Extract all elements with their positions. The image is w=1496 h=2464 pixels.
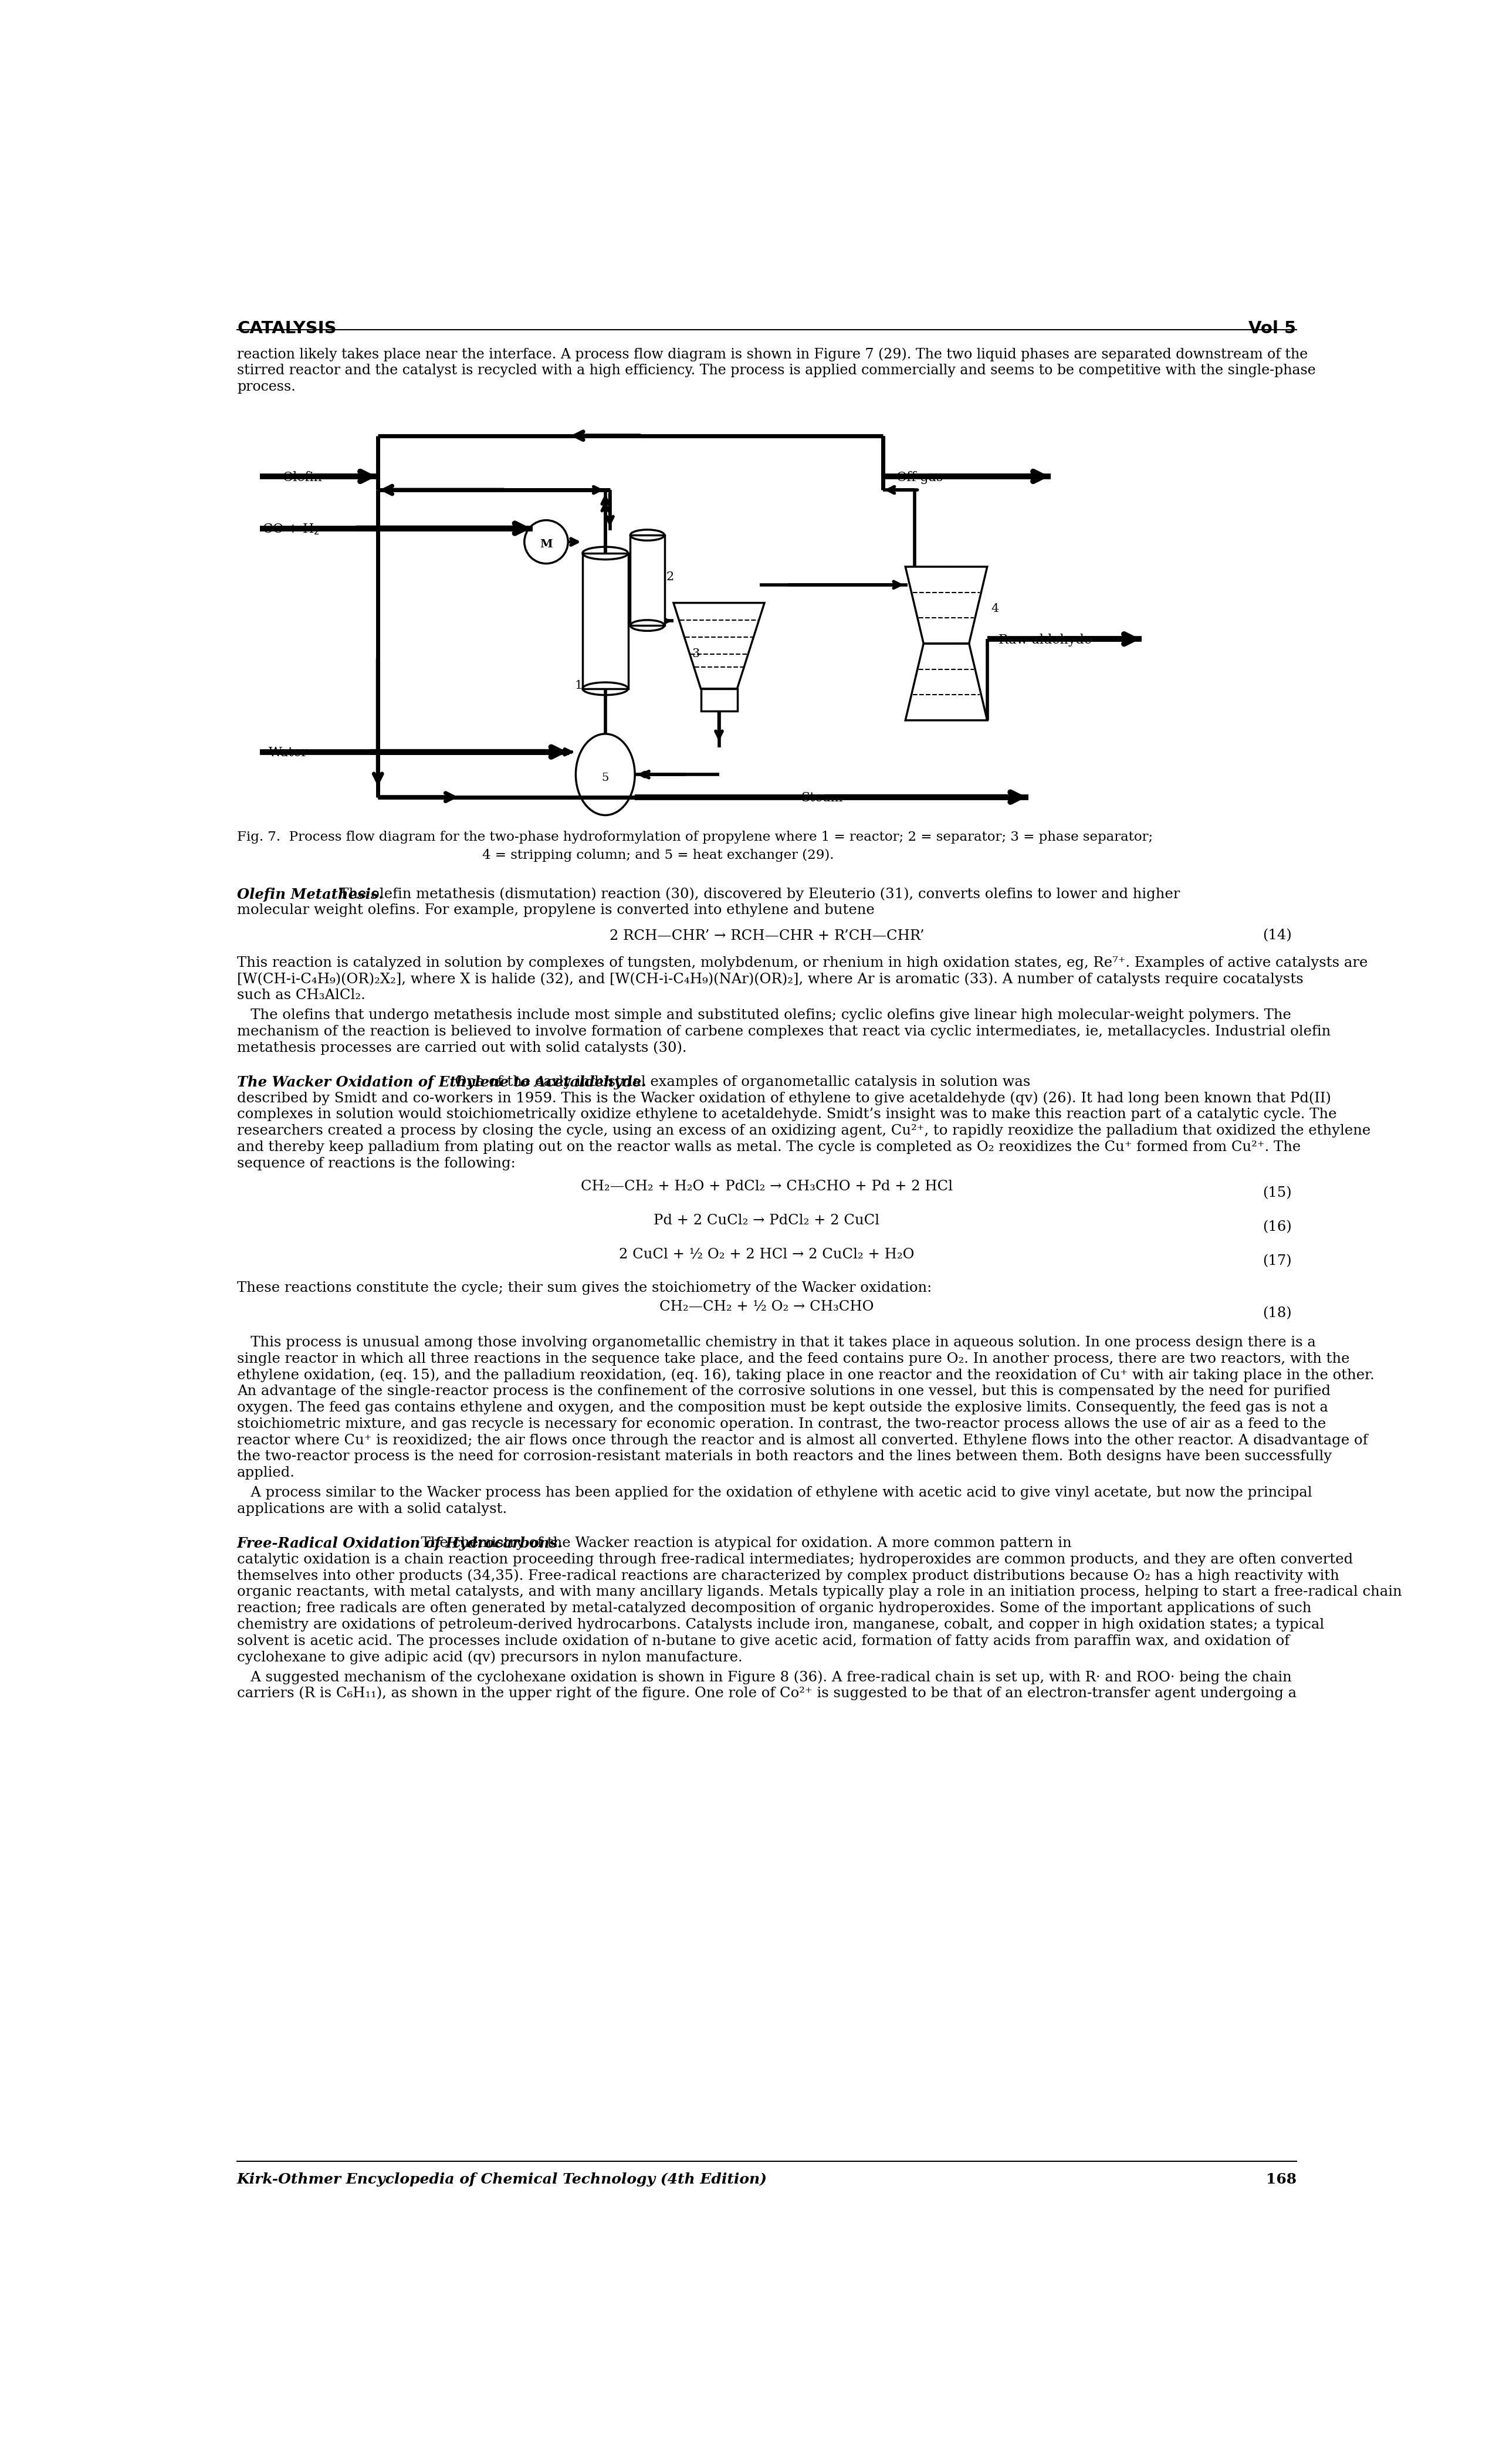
Text: One of the early industrial examples of organometallic catalysis in solution was: One of the early industrial examples of …: [446, 1074, 1031, 1089]
Text: reactor where Cu⁺ is reoxidized; the air flows once through the reactor and is a: reactor where Cu⁺ is reoxidized; the air…: [236, 1434, 1367, 1446]
Text: This process is unusual among those involving organometallic chemistry in that i: This process is unusual among those invo…: [236, 1335, 1316, 1350]
Text: chemistry are oxidations of petroleum-derived hydrocarbons. Catalysts include ir: chemistry are oxidations of petroleum-de…: [236, 1619, 1324, 1631]
Text: (16): (16): [1263, 1220, 1293, 1234]
Text: researchers created a process by closing the cycle, using an excess of an oxidiz: researchers created a process by closing…: [236, 1124, 1370, 1138]
Text: Pd + 2 CuCl₂ → PdCl₂ + 2 CuCl: Pd + 2 CuCl₂ → PdCl₂ + 2 CuCl: [654, 1215, 880, 1227]
Text: sequence of reactions is the following:: sequence of reactions is the following:: [236, 1156, 516, 1170]
Text: applications are with a solid catalyst.: applications are with a solid catalyst.: [236, 1503, 507, 1515]
Text: Off-gas: Off-gas: [896, 471, 944, 483]
Text: stirred reactor and the catalyst is recycled with a high efficiency. The process: stirred reactor and the catalyst is recy…: [236, 365, 1316, 377]
Text: 1: 1: [574, 680, 582, 690]
Text: Olefin: Olefin: [283, 471, 322, 483]
Text: An advantage of the single-reactor process is the confinement of the corrosive s: An advantage of the single-reactor proce…: [236, 1385, 1330, 1397]
Text: A process similar to the Wacker process has been applied for the oxidation of et: A process similar to the Wacker process …: [236, 1486, 1312, 1501]
Text: oxygen. The feed gas contains ethylene and oxygen, and the composition must be k: oxygen. The feed gas contains ethylene a…: [236, 1402, 1328, 1414]
Text: stoichiometric mixture, and gas recycle is necessary for economic operation. In : stoichiometric mixture, and gas recycle …: [236, 1417, 1325, 1432]
Text: Steam: Steam: [800, 791, 842, 806]
FancyBboxPatch shape: [630, 535, 664, 626]
Text: CH₂—CH₂ + ½ O₂ → CH₃CHO: CH₂—CH₂ + ½ O₂ → CH₃CHO: [660, 1301, 874, 1313]
Text: molecular weight olefins. For example, propylene is converted into ethylene and : molecular weight olefins. For example, p…: [236, 904, 875, 917]
Text: mechanism of the reaction is believed to involve formation of carbene complexes : mechanism of the reaction is believed to…: [236, 1025, 1331, 1037]
Text: single reactor in which all three reactions in the sequence take place, and the : single reactor in which all three reacti…: [236, 1353, 1349, 1365]
FancyBboxPatch shape: [700, 687, 738, 712]
Text: Raw aldehyde: Raw aldehyde: [999, 633, 1092, 646]
Text: Kirk-Othmer Encyclopedia of Chemical Technology (4th Edition): Kirk-Othmer Encyclopedia of Chemical Tec…: [236, 2173, 767, 2186]
FancyBboxPatch shape: [582, 554, 628, 687]
Text: ethylene oxidation, (eq. 15), and the palladium reoxidation, (eq. 16), taking pl: ethylene oxidation, (eq. 15), and the pa…: [236, 1368, 1375, 1382]
Text: 2: 2: [666, 572, 675, 582]
Text: (18): (18): [1263, 1306, 1293, 1321]
Text: 2 RCH—CHR’ → RCH—CHR + R’CH—CHR’: 2 RCH—CHR’ → RCH—CHR + R’CH—CHR’: [609, 929, 925, 944]
Text: solvent is acetic acid. The processes include oxidation of n-butane to give acet: solvent is acetic acid. The processes in…: [236, 1634, 1290, 1648]
Text: complexes in solution would stoichiometrically oxidize ethylene to acetaldehyde.: complexes in solution would stoichiometr…: [236, 1109, 1337, 1121]
Text: Water: Water: [269, 747, 308, 759]
Text: described by Smidt and co-workers in 1959. This is the Wacker oxidation of ethyl: described by Smidt and co-workers in 195…: [236, 1092, 1331, 1106]
Text: reaction; free radicals are often generated by metal-catalyzed decomposition of : reaction; free radicals are often genera…: [236, 1602, 1312, 1614]
Text: (15): (15): [1263, 1188, 1293, 1200]
Text: [W(CH-i-C₄H₉)(OR)₂X₂], where X is halide (32), and [W(CH-i-C₄H₉)(NAr)(OR)₂], whe: [W(CH-i-C₄H₉)(OR)₂X₂], where X is halide…: [236, 973, 1303, 986]
Text: The olefin metathesis (dismutation) reaction (30), discovered by Eleuterio (31),: The olefin metathesis (dismutation) reac…: [326, 887, 1180, 902]
Text: M: M: [540, 540, 552, 549]
Text: 3: 3: [691, 648, 700, 660]
Text: cyclohexane to give adipic acid (qv) precursors in nylon manufacture.: cyclohexane to give adipic acid (qv) pre…: [236, 1651, 742, 1663]
Text: the two-reactor process is the need for corrosion-resistant materials in both re: the two-reactor process is the need for …: [236, 1449, 1331, 1464]
Text: 2 CuCl + ½ O₂ + 2 HCl → 2 CuCl₂ + H₂O: 2 CuCl + ½ O₂ + 2 HCl → 2 CuCl₂ + H₂O: [619, 1247, 914, 1262]
Text: CATALYSIS: CATALYSIS: [236, 320, 337, 338]
Text: This reaction is catalyzed in solution by complexes of tungsten, molybdenum, or : This reaction is catalyzed in solution b…: [236, 956, 1367, 971]
Text: themselves into other products (34,35). Free-radical reactions are characterized: themselves into other products (34,35). …: [236, 1570, 1339, 1582]
Text: The Wacker Oxidation of Ethylene to Acetaldehyde.: The Wacker Oxidation of Ethylene to Acet…: [236, 1074, 646, 1089]
Text: reaction likely takes place near the interface. A process flow diagram is shown : reaction likely takes place near the int…: [236, 347, 1308, 362]
Text: A suggested mechanism of the cyclohexane oxidation is shown in Figure 8 (36). A : A suggested mechanism of the cyclohexane…: [236, 1671, 1291, 1683]
Text: (17): (17): [1263, 1254, 1293, 1269]
Text: metathesis processes are carried out with solid catalysts (30).: metathesis processes are carried out wit…: [236, 1040, 687, 1055]
Text: Fig. 7.  Process flow diagram for the two-phase hydroformylation of propylene wh: Fig. 7. Process flow diagram for the two…: [236, 830, 1153, 843]
Text: 4 = stripping column; and 5 = heat exchanger (29).: 4 = stripping column; and 5 = heat excha…: [483, 850, 835, 862]
Text: (14): (14): [1263, 929, 1293, 944]
Text: 168: 168: [1266, 2173, 1297, 2186]
Text: carriers (R is C₆H₁₁), as shown in the upper right of the figure. One role of Co: carriers (R is C₆H₁₁), as shown in the u…: [236, 1685, 1297, 1700]
Text: catalytic oxidation is a chain reaction proceeding through free-radical intermed: catalytic oxidation is a chain reaction …: [236, 1552, 1352, 1567]
Text: These reactions constitute the cycle; their sum gives the stoichiometry of the W: These reactions constitute the cycle; th…: [236, 1281, 932, 1296]
Text: Olefin Metathesis.: Olefin Metathesis.: [236, 887, 383, 902]
Text: Free-Radical Oxidation of Hydrocarbons.: Free-Radical Oxidation of Hydrocarbons.: [236, 1538, 562, 1550]
Text: The chemistry of the Wacker reaction is atypical for oxidation. A more common pa: The chemistry of the Wacker reaction is …: [411, 1538, 1071, 1550]
Text: CH₂—CH₂ + H₂O + PdCl₂ → CH₃CHO + Pd + 2 HCl: CH₂—CH₂ + H₂O + PdCl₂ → CH₃CHO + Pd + 2 …: [580, 1180, 953, 1193]
Text: process.: process.: [236, 379, 296, 394]
Text: 4: 4: [990, 604, 999, 614]
Text: The olefins that undergo metathesis include most simple and substituted olefins;: The olefins that undergo metathesis incl…: [236, 1008, 1291, 1023]
Text: applied.: applied.: [236, 1466, 295, 1478]
Text: 5: 5: [601, 774, 609, 784]
Text: such as CH₃AlCl₂.: such as CH₃AlCl₂.: [236, 988, 365, 1003]
Text: Vol 5: Vol 5: [1249, 320, 1297, 338]
Text: and thereby keep palladium from plating out on the reactor walls as metal. The c: and thereby keep palladium from plating …: [236, 1141, 1302, 1153]
Text: CO + H$_2$: CO + H$_2$: [262, 522, 320, 537]
Text: organic reactants, with metal catalysts, and with many ancillary ligands. Metals: organic reactants, with metal catalysts,…: [236, 1584, 1402, 1599]
